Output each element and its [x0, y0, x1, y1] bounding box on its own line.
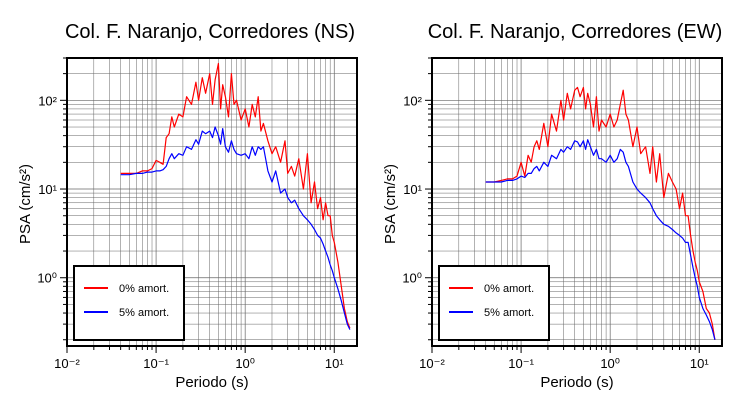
legend-box [438, 265, 550, 341]
x-tick-label: 10⁻¹ [508, 356, 534, 371]
y-tick-label: 10¹ [38, 182, 57, 197]
chart-title: Col. F. Naranjo, Corredores (NS) [65, 21, 355, 43]
y-axis-label: PSA (cm/s²) [17, 164, 34, 244]
y-tick-label: 10¹ [403, 182, 422, 197]
series-line-0 [120, 62, 351, 329]
axis-ticks [425, 57, 700, 353]
axis-ticks [60, 57, 335, 353]
x-axis-label: Periodo (s) [540, 374, 613, 391]
plot-frame [66, 57, 358, 347]
plot-frame [431, 57, 723, 347]
x-tick-label: 10¹ [325, 356, 344, 371]
x-tick-label: 10¹ [690, 356, 709, 371]
legend-box [73, 265, 185, 341]
y-tick-label: 10² [403, 93, 422, 108]
chart-panel-1: 10⁻² 10⁻¹ 10⁰ 10¹ 10⁰ 10¹ 10² Col. F. Naranjo, … [382, 21, 723, 391]
x-tick-label: 10⁰ [235, 356, 255, 371]
legend: 0% amort. 5% amort. [73, 265, 185, 341]
x-tick-label: 10⁻² [419, 356, 445, 371]
y-tick-label: 10² [38, 93, 57, 108]
series-line-0 [485, 86, 716, 340]
legend-label-0: 0% amort. [119, 283, 169, 295]
x-axis-label: Periodo (s) [175, 374, 248, 391]
legend-label-1: 5% amort. [484, 307, 534, 319]
y-tick-label: 10⁰ [37, 271, 57, 286]
legend: 0% amort. 5% amort. [438, 265, 550, 341]
series-line-1 [485, 139, 716, 340]
y-axis-label: PSA (cm/s²) [382, 164, 399, 244]
chart-title: Col. F. Naranjo, Corredores (EW) [428, 21, 723, 43]
y-tick-label: 10⁰ [402, 271, 422, 286]
x-tick-label: 10⁰ [600, 356, 620, 371]
legend-label-0: 0% amort. [484, 283, 534, 295]
x-tick-label: 10⁻² [54, 356, 80, 371]
x-tick-label: 10⁻¹ [143, 356, 169, 371]
chart-panel-0: 10⁻² 10⁻¹ 10⁰ 10¹ 10⁰ 10¹ 10² Col. F. Naranjo, … [17, 21, 358, 391]
series-line-1 [120, 126, 351, 330]
legend-label-1: 5% amort. [119, 307, 169, 319]
